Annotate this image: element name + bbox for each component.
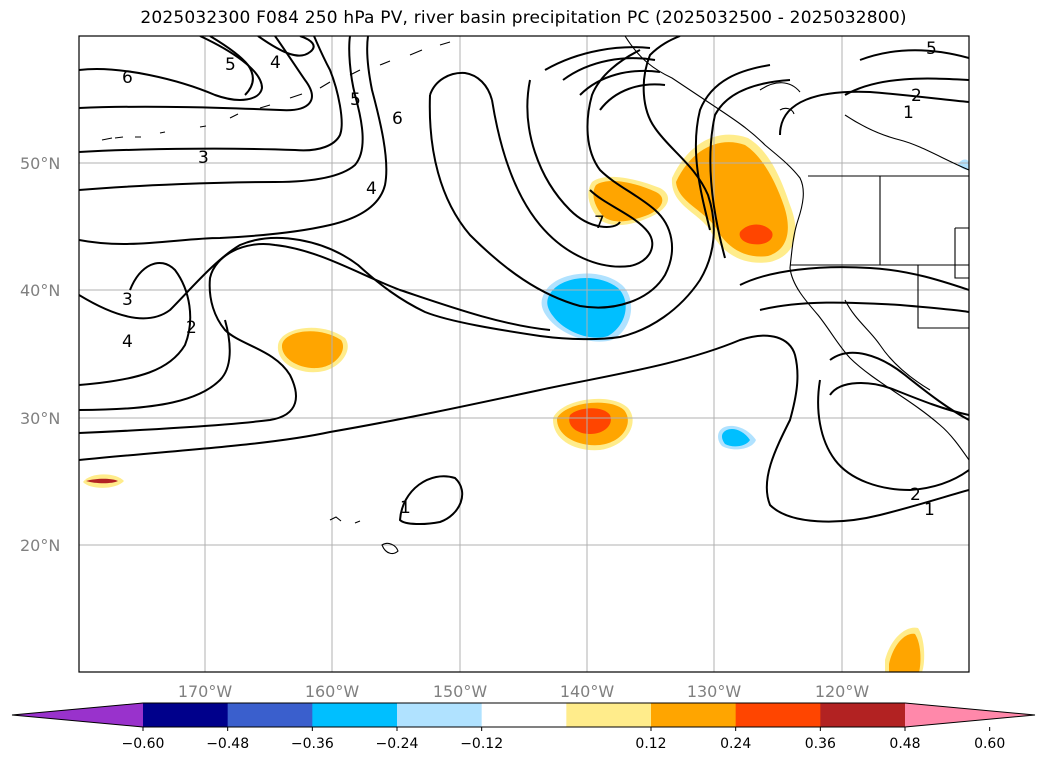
colorbar-tick-label: −0.48: [206, 736, 249, 752]
contour-label: 2: [186, 318, 197, 338]
precip-negative-area: [958, 159, 969, 170]
colorbar-segment: [143, 703, 229, 727]
colorbar-tick-label: 0.24: [720, 736, 751, 752]
lon-label: 170°W: [178, 682, 233, 701]
colorbar-extend-right: [905, 703, 1035, 727]
contour-label: 3: [198, 148, 209, 168]
contour-label: 3: [122, 290, 133, 310]
precip-negative-area: [721, 428, 750, 447]
colorbar-tick-label: −0.60: [122, 736, 165, 752]
colorbar-tick-label: −0.36: [291, 736, 334, 752]
longitude-labels: 170°W 160°W 150°W 140°W 130°W 120°W: [178, 682, 870, 701]
contour-label: 1: [903, 103, 914, 123]
plot-title: 2025032300 F084 250 hPa PV, river basin …: [140, 8, 907, 28]
precip-positive-area: [593, 181, 663, 222]
colorbar-segment: [481, 703, 567, 727]
contour-label: 1: [924, 500, 935, 520]
contour-label: 5: [350, 90, 361, 110]
colorbar-tick-label: 0.48: [889, 736, 920, 752]
colorbar-segment: [820, 703, 906, 727]
contour-label: 6: [122, 68, 133, 88]
colorbar-tick-label: −0.12: [460, 736, 503, 752]
colorbar-tick-label: 0.12: [635, 736, 666, 752]
precip-strong-area: [86, 478, 118, 484]
colorbar-tick-label: 0.36: [805, 736, 836, 752]
contour-label: 2: [910, 485, 921, 505]
contour-label-group: 6 5 4 5 6 3 4 3 4 2 7 1 2 5 2 1 1: [122, 39, 937, 520]
contour-label: 5: [225, 55, 236, 75]
colorbar-extend-left: [12, 703, 143, 727]
colorbar-tick-label: −0.24: [376, 736, 419, 752]
lon-label: 160°W: [305, 682, 360, 701]
pv-contours: [79, 36, 969, 526]
latitude-labels: 50°N 40°N 30°N 20°N: [20, 154, 60, 555]
colorbar-segment: [397, 703, 483, 727]
lat-label: 30°N: [20, 409, 60, 428]
contour-label: 1: [400, 498, 411, 518]
lon-label: 130°W: [687, 682, 742, 701]
contour-label: 4: [366, 179, 377, 199]
map-frame: [78, 35, 970, 673]
contour-label: 2: [911, 86, 922, 106]
contour-label: 4: [122, 332, 133, 352]
lon-label: 140°W: [560, 682, 615, 701]
contour-label: 5: [926, 39, 937, 59]
lon-label: 120°W: [815, 682, 870, 701]
map-panel: 6 5 4 5 6 3 4 3 4 2 7 1 2 5 2 1 1: [79, 36, 969, 672]
colorbar-segment: [312, 703, 398, 727]
colorbar-segment: [651, 703, 737, 727]
colorbar-segment: [566, 703, 652, 727]
lat-label: 40°N: [20, 281, 60, 300]
contour-label: 6: [392, 109, 403, 129]
colorbar-segment: [227, 703, 313, 727]
lat-label: 20°N: [20, 536, 60, 555]
colorbar-segment: [735, 703, 821, 727]
precip-strong-area: [569, 408, 611, 434]
lat-label: 50°N: [20, 154, 60, 173]
contour-label: 4: [270, 53, 281, 73]
precip-positive-area: [889, 633, 921, 672]
gridlines: [79, 36, 969, 672]
precip-positive-area: [281, 331, 344, 369]
lon-label: 150°W: [433, 682, 488, 701]
colorbar: −0.60 −0.48 −0.36 −0.24 −0.12 0.12 0.24 0.36 0.4…: [11, 702, 1036, 752]
contour-label: 7: [594, 213, 605, 233]
precip-strong-area: [739, 224, 773, 245]
coastlines: [101, 36, 969, 555]
colorbar-tick-label: 0.60: [974, 736, 1005, 752]
